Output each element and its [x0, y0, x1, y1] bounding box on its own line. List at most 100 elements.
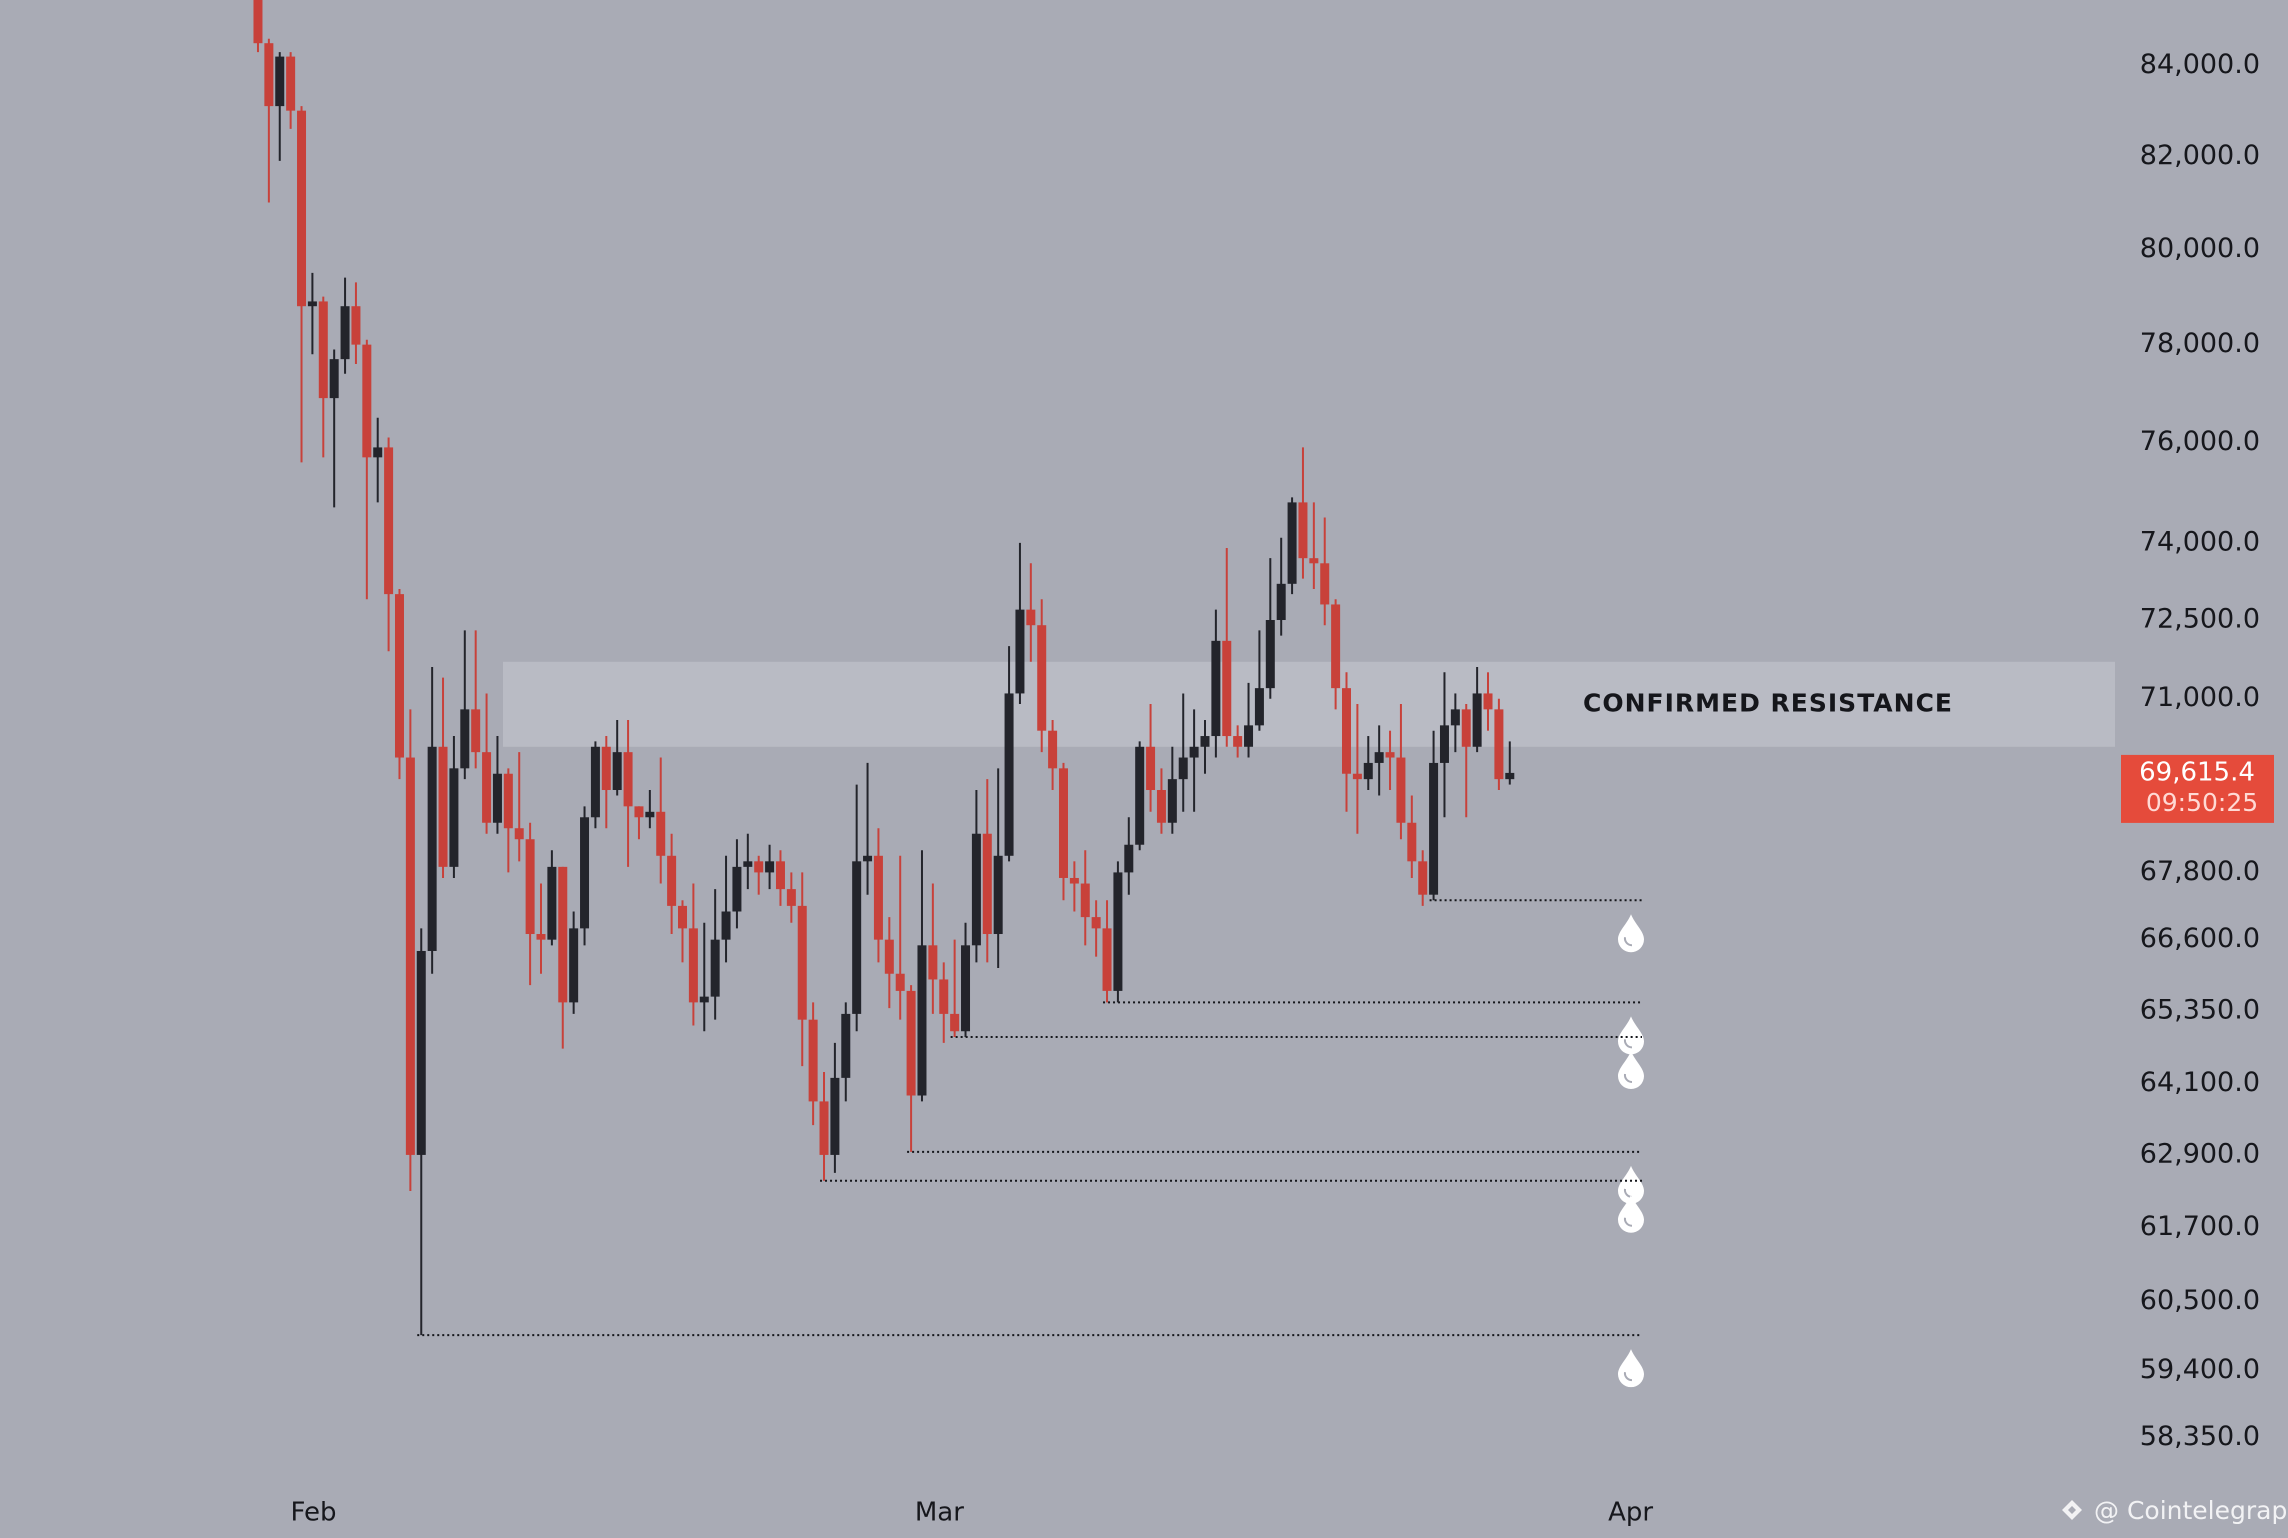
candle-body: [1069, 877, 1079, 884]
candle-body: [906, 990, 916, 1096]
candle-body: [699, 996, 709, 1003]
candle-body: [710, 939, 720, 997]
candle-body: [678, 905, 688, 929]
candle-body: [1091, 917, 1101, 929]
candle-body: [928, 945, 938, 980]
candle-body: [525, 839, 535, 935]
candle-body: [754, 861, 764, 873]
candle-body: [1298, 502, 1308, 559]
candle-body: [340, 306, 350, 360]
candle-body: [971, 833, 981, 946]
candle-body: [819, 1101, 829, 1155]
candle-body: [993, 855, 1003, 935]
candle-body: [884, 939, 894, 974]
y-tick-label: 67,800.0: [2140, 856, 2260, 887]
candle-body: [253, 0, 263, 44]
candle-body: [612, 752, 622, 791]
drop-icon: [1618, 1349, 1644, 1388]
watermark-logo: [2062, 1500, 2082, 1520]
candle-body: [1385, 752, 1395, 758]
candle-body: [1352, 773, 1362, 780]
candle-body: [765, 861, 775, 873]
price-label: 69,615.4: [2139, 757, 2255, 787]
candle-body: [275, 56, 285, 107]
candle-body: [645, 811, 655, 818]
candle-body: [1080, 883, 1090, 918]
price-box: [2121, 754, 2274, 823]
candle-body: [1048, 730, 1058, 769]
candle-body: [775, 861, 785, 890]
drop-icon: [1618, 1165, 1644, 1204]
drop-shine: [1623, 1073, 1633, 1084]
y-tick-label: 74,000.0: [2140, 526, 2260, 557]
resistance-band: [503, 661, 2115, 747]
x-tick-label: Feb: [290, 1498, 336, 1528]
y-tick-label: 71,000.0: [2140, 682, 2260, 713]
candle-body: [297, 110, 307, 307]
candle-body: [1429, 762, 1439, 895]
candle-body: [1342, 688, 1352, 774]
candle-body: [449, 768, 459, 867]
candle-body: [1037, 625, 1047, 731]
candle-body: [732, 866, 742, 912]
candle-body: [1265, 620, 1275, 689]
candle-body: [427, 746, 437, 951]
candle-body: [743, 861, 753, 867]
candle-body: [873, 855, 883, 940]
candle-body: [1363, 762, 1373, 780]
candle-body: [830, 1077, 840, 1155]
candle-body: [492, 773, 502, 823]
candle-body: [895, 973, 905, 991]
x-tick-label: Apr: [1608, 1498, 1653, 1528]
candle-body: [329, 359, 339, 399]
candle-body: [1418, 861, 1428, 895]
candle-body: [1374, 752, 1384, 763]
candle-body: [863, 855, 873, 862]
candle-body: [416, 950, 426, 1155]
drop-shine: [1623, 1039, 1633, 1049]
candle-body: [547, 866, 557, 940]
candle-body: [797, 905, 807, 1020]
drop-shine: [1623, 1217, 1633, 1227]
y-tick-label: 62,900.0: [2140, 1138, 2260, 1169]
candle-body: [1287, 502, 1297, 584]
candle-body: [1058, 768, 1068, 878]
candle-body: [1233, 736, 1243, 747]
candle-body: [580, 817, 590, 929]
candle-body: [623, 752, 633, 807]
candle-body: [1146, 746, 1156, 791]
y-tick-label: 80,000.0: [2140, 233, 2260, 264]
candle-body: [1309, 558, 1319, 564]
candle-body: [1026, 609, 1036, 626]
candle-body: [569, 928, 579, 1003]
y-tick-label: 64,100.0: [2140, 1067, 2260, 1098]
candle-body: [808, 1019, 818, 1102]
candle-body: [601, 746, 611, 791]
candle-body: [394, 594, 404, 758]
candle-body: [667, 855, 677, 906]
candle-body: [384, 447, 394, 595]
candle-body: [362, 344, 372, 458]
candle-body: [1494, 709, 1504, 780]
y-tick-label: 65,350.0: [2140, 995, 2260, 1026]
candle-body: [1254, 688, 1264, 726]
candle-body: [1450, 709, 1460, 726]
countdown: 09:50:25: [2146, 788, 2258, 817]
candle-body: [1320, 563, 1330, 605]
candle-body: [471, 709, 481, 753]
drop-icon: [1618, 914, 1644, 953]
watermark: @ Cointelegraph: [2062, 1496, 2288, 1525]
candle-body: [786, 889, 796, 906]
candle-body: [950, 1013, 960, 1032]
candle-body: [1396, 757, 1406, 823]
candle-body: [688, 928, 698, 1003]
candle-body: [656, 811, 666, 856]
candle-body: [841, 1013, 851, 1078]
candle-body: [558, 866, 568, 1003]
candle-body: [503, 773, 513, 829]
candle-body: [917, 945, 927, 1096]
candle-body: [307, 301, 317, 307]
candle-body: [460, 709, 470, 769]
candle-body: [852, 861, 862, 1014]
